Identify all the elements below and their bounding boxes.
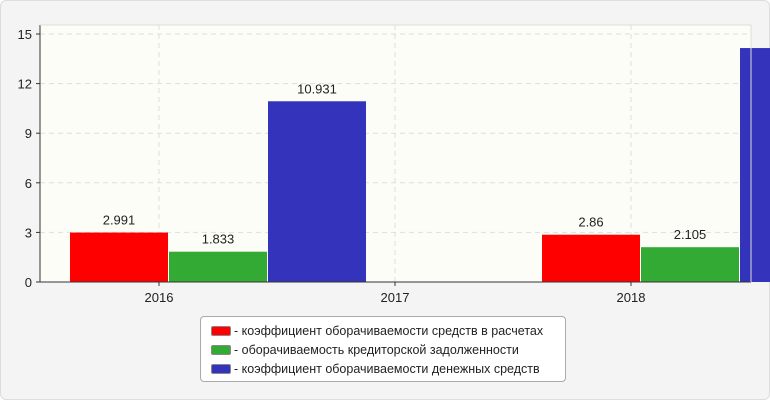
legend-item: - оборачиваемость кредиторской задолженн… xyxy=(211,340,565,359)
legend-swatch xyxy=(211,325,231,336)
legend-swatch xyxy=(211,344,231,355)
legend-item: - коэффициент оборачиваемости денежных с… xyxy=(211,359,565,378)
bar xyxy=(641,247,739,282)
bar xyxy=(169,251,267,282)
y-tick-label: 3 xyxy=(25,225,32,240)
legend-label: - оборачиваемость кредиторской задолженн… xyxy=(234,342,519,357)
x-tick-label: 2018 xyxy=(617,290,646,305)
legend: - коэффициент оборачиваемости средств в … xyxy=(200,316,566,382)
data-label: 2.105 xyxy=(674,227,707,242)
data-label: 2.86 xyxy=(578,215,603,230)
bar xyxy=(268,101,366,282)
legend-label: - коэффициент оборачиваемости средств в … xyxy=(234,323,544,338)
y-tick-label: 15 xyxy=(18,27,32,42)
y-tick-label: 0 xyxy=(25,275,32,290)
bar xyxy=(70,232,168,282)
legend-label: - коэффициент оборачиваемости денежных с… xyxy=(234,361,540,376)
legend-item: - коэффициент оборачиваемости средств в … xyxy=(211,321,565,340)
x-tick-label: 2016 xyxy=(145,290,174,305)
y-tick-label: 9 xyxy=(25,126,32,141)
y-tick-label: 12 xyxy=(18,77,32,92)
bar xyxy=(542,234,640,282)
data-label: 10.931 xyxy=(297,81,337,96)
legend-swatch xyxy=(211,363,231,374)
y-tick-label: 6 xyxy=(25,176,32,191)
x-tick-label: 2017 xyxy=(381,290,410,305)
bar xyxy=(740,48,770,283)
data-label: 2.991 xyxy=(103,213,136,228)
data-label: 1.833 xyxy=(202,232,235,247)
